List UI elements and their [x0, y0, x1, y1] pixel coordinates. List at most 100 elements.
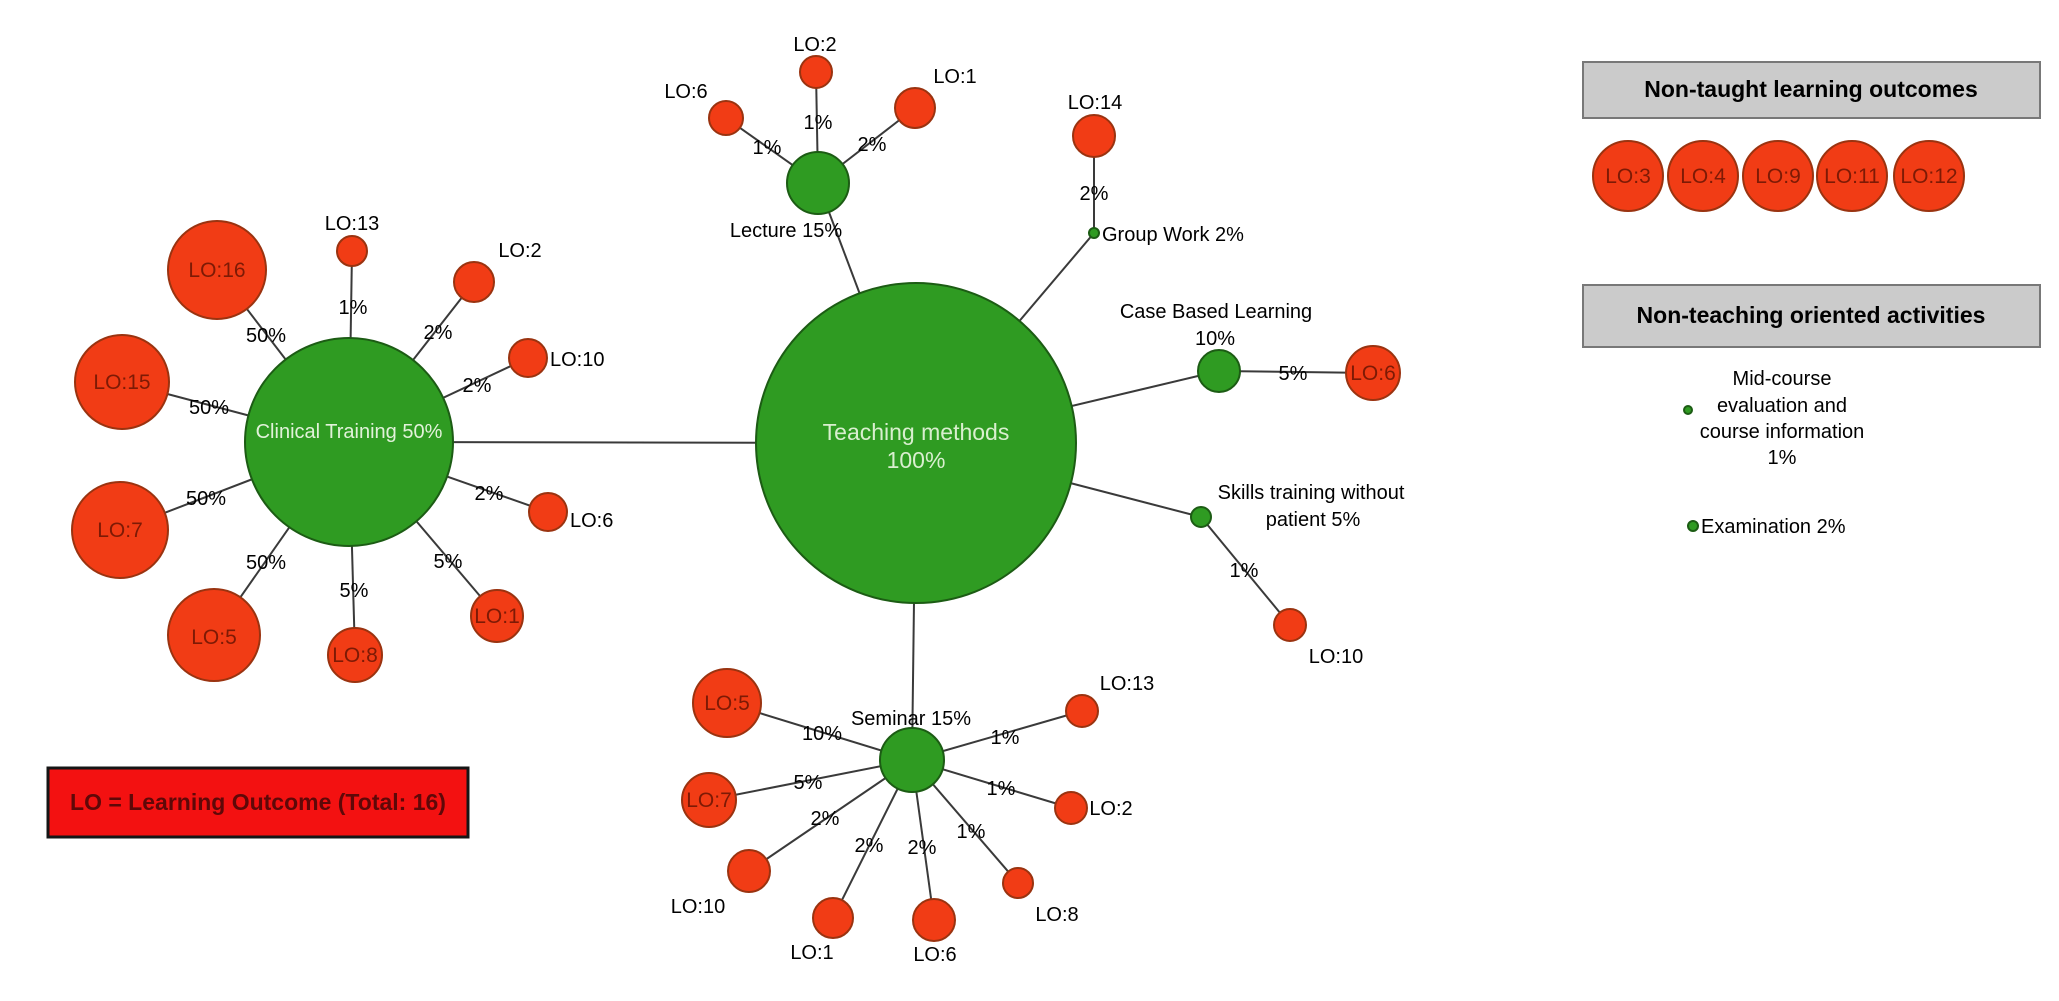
legend-non-taught-header-box: [1582, 61, 2041, 119]
node-clinical-lo13: [336, 235, 368, 267]
seminar-lo1-pct: 2%: [855, 835, 884, 857]
casebased-label-line1: Case Based Learning: [1120, 301, 1312, 323]
examination-label: Examination 2%: [1701, 516, 1846, 538]
legend-non-teaching: Non-teaching oriented activities Mid-cou…: [1582, 284, 2041, 538]
node-clinical-lo6: [528, 492, 568, 532]
node-casebased-lo6: [1345, 345, 1401, 401]
seminar-lo10-label: LO:10: [671, 896, 725, 918]
seminar-lo8-pct: 1%: [957, 821, 986, 843]
clinical-lo2-label: LO:2: [498, 240, 541, 262]
node-clinical-lo8: [327, 627, 383, 683]
clinical-lo6-pct: 2%: [475, 483, 504, 505]
seminar-lo13-label: LO:13: [1100, 673, 1154, 695]
footnote-label: LO = Learning Outcome (Total: 16): [70, 789, 446, 815]
clinical-lo5-label: LO:5: [191, 626, 237, 649]
legend-non-taught-title: Non-taught learning outcomes: [1644, 76, 1978, 102]
center-label-line1: Teaching methods: [823, 419, 1010, 445]
seminar-lo5-pct: 10%: [802, 723, 842, 745]
midcourse-bullet-icon: [1683, 405, 1693, 415]
seminar-label: Seminar 15%: [851, 708, 971, 730]
legend-circle-lo3: [1592, 140, 1664, 212]
seminar-lo8-label: LO:8: [1035, 904, 1078, 926]
legend-circle-lo12: [1893, 140, 1965, 212]
skills-lo10-pct: 1%: [1230, 560, 1259, 582]
seminar-lo1-label: LO:1: [790, 942, 833, 964]
center-label-line2: 100%: [887, 447, 946, 473]
groupwork-lo14-pct: 2%: [1080, 183, 1109, 205]
node-clinical-lo7: [71, 481, 169, 579]
node-seminar-lo8: [1002, 867, 1034, 899]
legend-lo12-label: LO:12: [1900, 165, 1957, 188]
clinical-lo1-label: LO:1: [474, 605, 520, 628]
node-case-based: [1197, 349, 1241, 393]
clinical-lo13-label: LO:13: [325, 213, 379, 235]
seminar-lo7-label: LO:7: [686, 789, 732, 812]
node-seminar-lo5: [692, 668, 762, 738]
clinical-lo8-pct: 5%: [340, 580, 369, 602]
midcourse-line4: 1%: [1768, 447, 1797, 469]
seminar-lo6-pct: 2%: [908, 837, 937, 859]
legend-lo3-label: LO:3: [1605, 165, 1651, 188]
labels: Teaching methods 100% Clinical Training …: [93, 34, 1404, 966]
edge-seminar-lo7: [708, 759, 913, 801]
skills-lo10-label: LO:10: [1309, 646, 1363, 668]
legend-circle-lo4: [1667, 140, 1739, 212]
clinical-lo15-pct: 50%: [189, 397, 229, 419]
midcourse-line1: Mid-course: [1733, 368, 1832, 390]
node-seminar-lo2: [1054, 791, 1088, 825]
midcourse-line2: evaluation and: [1717, 395, 1847, 417]
seminar-lo13-pct: 1%: [991, 727, 1020, 749]
node-lecture-lo6: [708, 100, 744, 136]
clinical-lo1-pct: 5%: [434, 551, 463, 573]
seminar-lo10-pct: 2%: [811, 808, 840, 830]
node-seminar-lo7: [681, 772, 737, 828]
clinical-lo7-label: LO:7: [97, 519, 143, 542]
footnote-box: [46, 766, 470, 839]
legend-non-teaching-header-box: [1582, 284, 2041, 348]
node-clinical-lo2: [453, 261, 495, 303]
legend-lo9-label: LO:9: [1755, 165, 1801, 188]
node-groupwork-lo14: [1072, 114, 1116, 158]
seminar-lo2-label: LO:2: [1089, 798, 1132, 820]
clinical-lo15-label: LO:15: [93, 371, 150, 394]
node-seminar-lo10: [727, 849, 771, 893]
clinical-lo8-label: LO:8: [332, 644, 378, 667]
lecture-lo6-label: LO:6: [664, 81, 707, 103]
casebased-lo6-pct: 5%: [1279, 363, 1308, 385]
legend-lo11-label: LO:11: [1824, 165, 1880, 188]
lecture-lo1-pct: 2%: [858, 134, 887, 156]
clinical-label: Clinical Training 50%: [256, 421, 443, 443]
clinical-lo2-pct: 2%: [424, 322, 453, 344]
node-lecture: [786, 151, 850, 215]
node-teaching-methods: [755, 282, 1077, 604]
skills-label-line2: patient 5%: [1266, 509, 1361, 531]
nodes: [71, 55, 1401, 942]
footnote: LO = Learning Outcome (Total: 16): [46, 766, 470, 839]
skills-label-line1: Skills training without: [1218, 482, 1405, 504]
node-seminar: [879, 727, 945, 793]
clinical-lo10-pct: 2%: [463, 375, 492, 397]
node-clinical-lo1: [470, 589, 524, 643]
lecture-lo6-pct: 1%: [753, 137, 782, 159]
seminar-lo6-label: LO:6: [913, 944, 956, 966]
groupwork-lo14-label: LO:14: [1068, 92, 1122, 114]
lecture-lo1-label: LO:1: [933, 66, 976, 88]
groupwork-label: Group Work 2%: [1102, 224, 1244, 246]
clinical-lo6-label: LO:6: [570, 510, 613, 532]
clinical-lo13-pct: 1%: [339, 297, 368, 319]
node-group-work-dot: [1088, 227, 1100, 239]
clinical-lo10-label: LO:10: [550, 349, 604, 371]
node-lecture-lo2: [799, 55, 833, 89]
clinical-lo16-pct: 50%: [246, 325, 286, 347]
lecture-lo2-pct: 1%: [804, 112, 833, 134]
node-clinical-lo16: [167, 220, 267, 320]
legend-non-taught: Non-taught learning outcomes LO:3 LO:4 L…: [1582, 61, 2041, 212]
legend-non-teaching-title: Non-teaching oriented activities: [1637, 302, 1986, 328]
node-clinical-lo5: [167, 588, 261, 682]
lecture-label: Lecture 15%: [730, 220, 843, 242]
node-clinical-lo15: [74, 334, 170, 430]
seminar-lo5-label: LO:5: [704, 692, 750, 715]
seminar-lo2-pct: 1%: [987, 778, 1016, 800]
